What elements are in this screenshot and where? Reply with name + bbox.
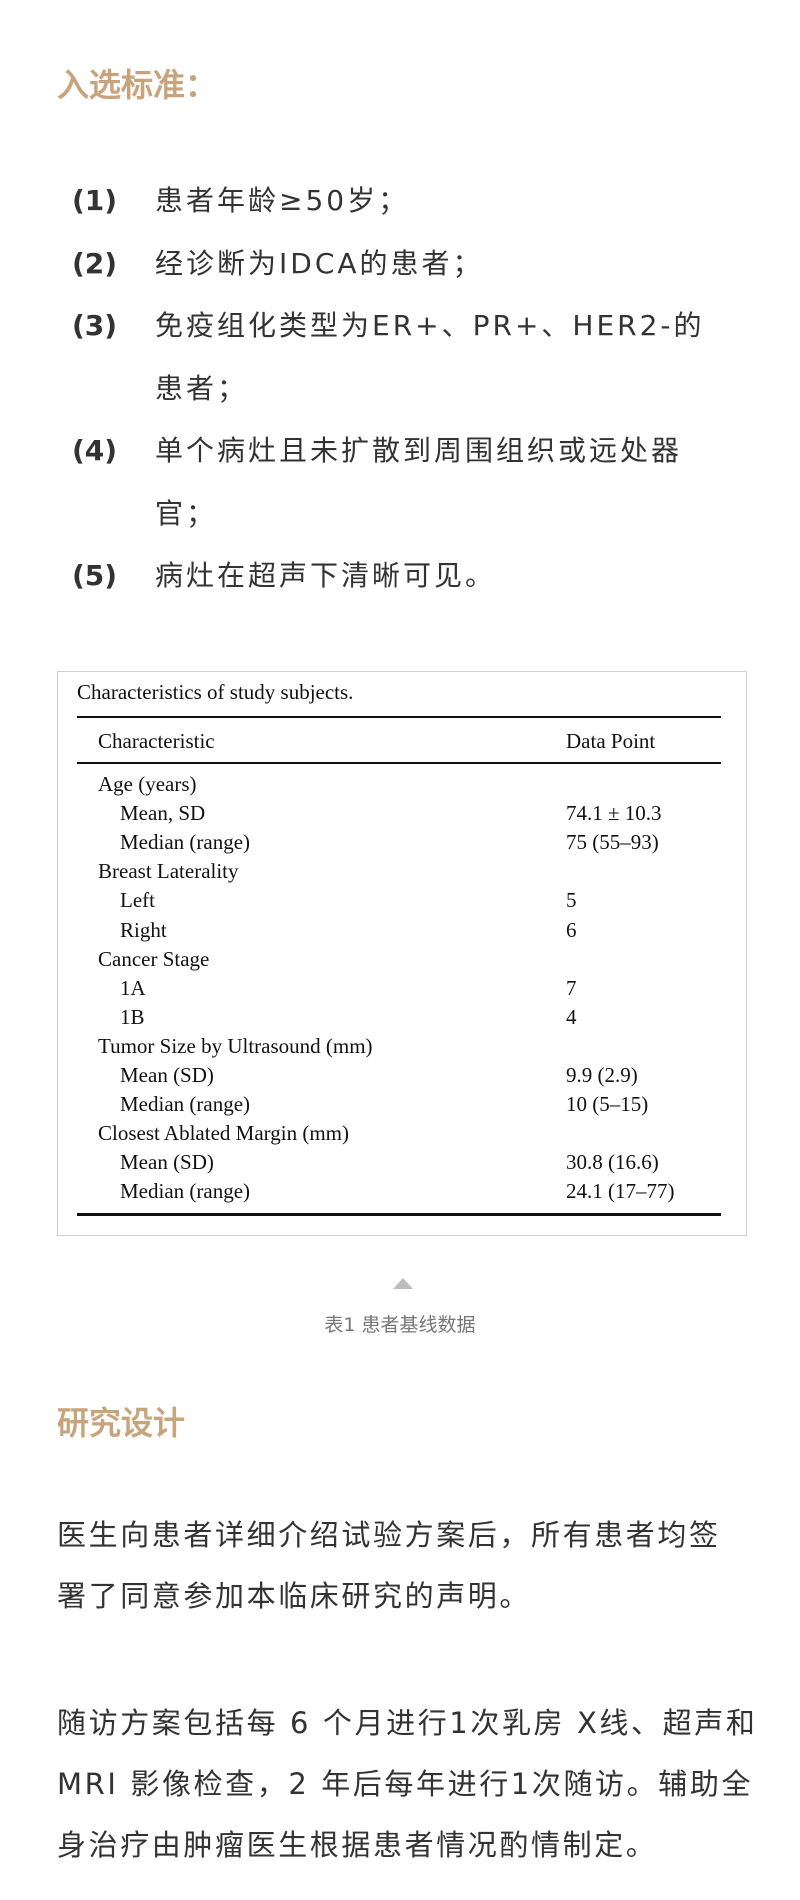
inclusion-criteria-heading: 入选标准： xyxy=(57,66,218,104)
table-row-label: Median (range) xyxy=(120,1179,251,1204)
table-row-value: 74.1 ± 10.3 xyxy=(566,801,662,826)
table-row-value: 10 (5–15) xyxy=(566,1092,649,1117)
table-row-label: Right xyxy=(120,917,167,942)
criteria-item-text: 病灶在超声下清晰可见。 xyxy=(155,559,497,592)
table-row-label: Median (range) xyxy=(120,1092,251,1117)
criteria-item-text: 免疫组化类型为ER+、PR+、HER2-的 xyxy=(155,309,705,342)
column-header-data-point: Data Point xyxy=(566,729,656,753)
table-caption: Characteristics of study subjects. xyxy=(77,680,354,704)
figure-caption: 表1 患者基线数据 xyxy=(324,1314,476,1336)
paragraph-line: 随访方案包括每 6 个月进行1次乳房 X线、超声和 xyxy=(57,1706,758,1740)
criteria-item-number: (4) xyxy=(72,434,118,467)
paragraph-line: MRI 影像检查，2 年后每年进行1次随访。辅助全 xyxy=(57,1767,754,1801)
criteria-item-text: 经诊断为IDCA的患者； xyxy=(155,246,484,280)
table-row-label: Breast Laterality xyxy=(98,859,239,884)
paragraph-line: 署了同意参加本临床研究的声明。 xyxy=(57,1579,532,1613)
criteria-item-number: (3) xyxy=(72,309,118,342)
criteria-item-text: 患者； xyxy=(155,371,249,405)
characteristics-table xyxy=(57,671,747,1236)
caption-triangle-icon xyxy=(393,1278,413,1289)
criteria-item-number: (1) xyxy=(72,184,118,217)
table-row-label: Mean (SD) xyxy=(120,1063,214,1087)
table-row-value: 5 xyxy=(566,888,577,913)
table-row-label: Tumor Size by Ultrasound (mm) xyxy=(98,1033,373,1058)
criteria-item-text: 患者年龄≥50岁； xyxy=(155,184,410,217)
column-header-characteristic: Characteristic xyxy=(98,729,215,753)
table-top-rule xyxy=(77,716,721,718)
table-row-value: 30.8 (16.6) xyxy=(566,1150,659,1175)
table-row-value: 6 xyxy=(566,917,577,942)
table-bottom-rule xyxy=(77,1213,721,1216)
paragraph-line: 身治疗由肿瘤医生根据患者情况酌情制定。 xyxy=(57,1828,658,1862)
paragraph-line: 医生向患者详细介绍试验方案后，所有患者均签 xyxy=(57,1518,721,1552)
table-row-label: Closest Ablated Margin (mm) xyxy=(98,1121,350,1146)
table-header-rule xyxy=(77,762,721,764)
criteria-item-text: 官； xyxy=(155,496,218,530)
table-row-label: Left xyxy=(120,888,155,913)
table-row-label: 1A xyxy=(120,975,146,1000)
table-row-label: Mean (SD) xyxy=(120,1150,214,1175)
table-row-value: 7 xyxy=(566,975,577,1000)
criteria-item-number: (2) xyxy=(72,246,118,280)
criteria-item-text: 单个病灶且未扩散到周围组织或远处器 xyxy=(155,434,683,467)
study-design-heading: 研究设计 xyxy=(57,1404,186,1442)
table-row-label: Median (range) xyxy=(120,830,251,855)
table-row-label: Cancer Stage xyxy=(98,946,210,971)
table-row-value: 9.9 (2.9) xyxy=(566,1063,638,1087)
table-row-value: 24.1 (17–77) xyxy=(566,1179,675,1204)
table-row-label: Mean, SD xyxy=(120,801,206,826)
table-row-value: 75 (55–93) xyxy=(566,830,659,855)
table-row-label: Age (years) xyxy=(98,772,197,796)
table-row-value: 4 xyxy=(566,1004,577,1029)
table-row-label: 1B xyxy=(120,1004,145,1029)
criteria-item-number: (5) xyxy=(72,559,118,592)
